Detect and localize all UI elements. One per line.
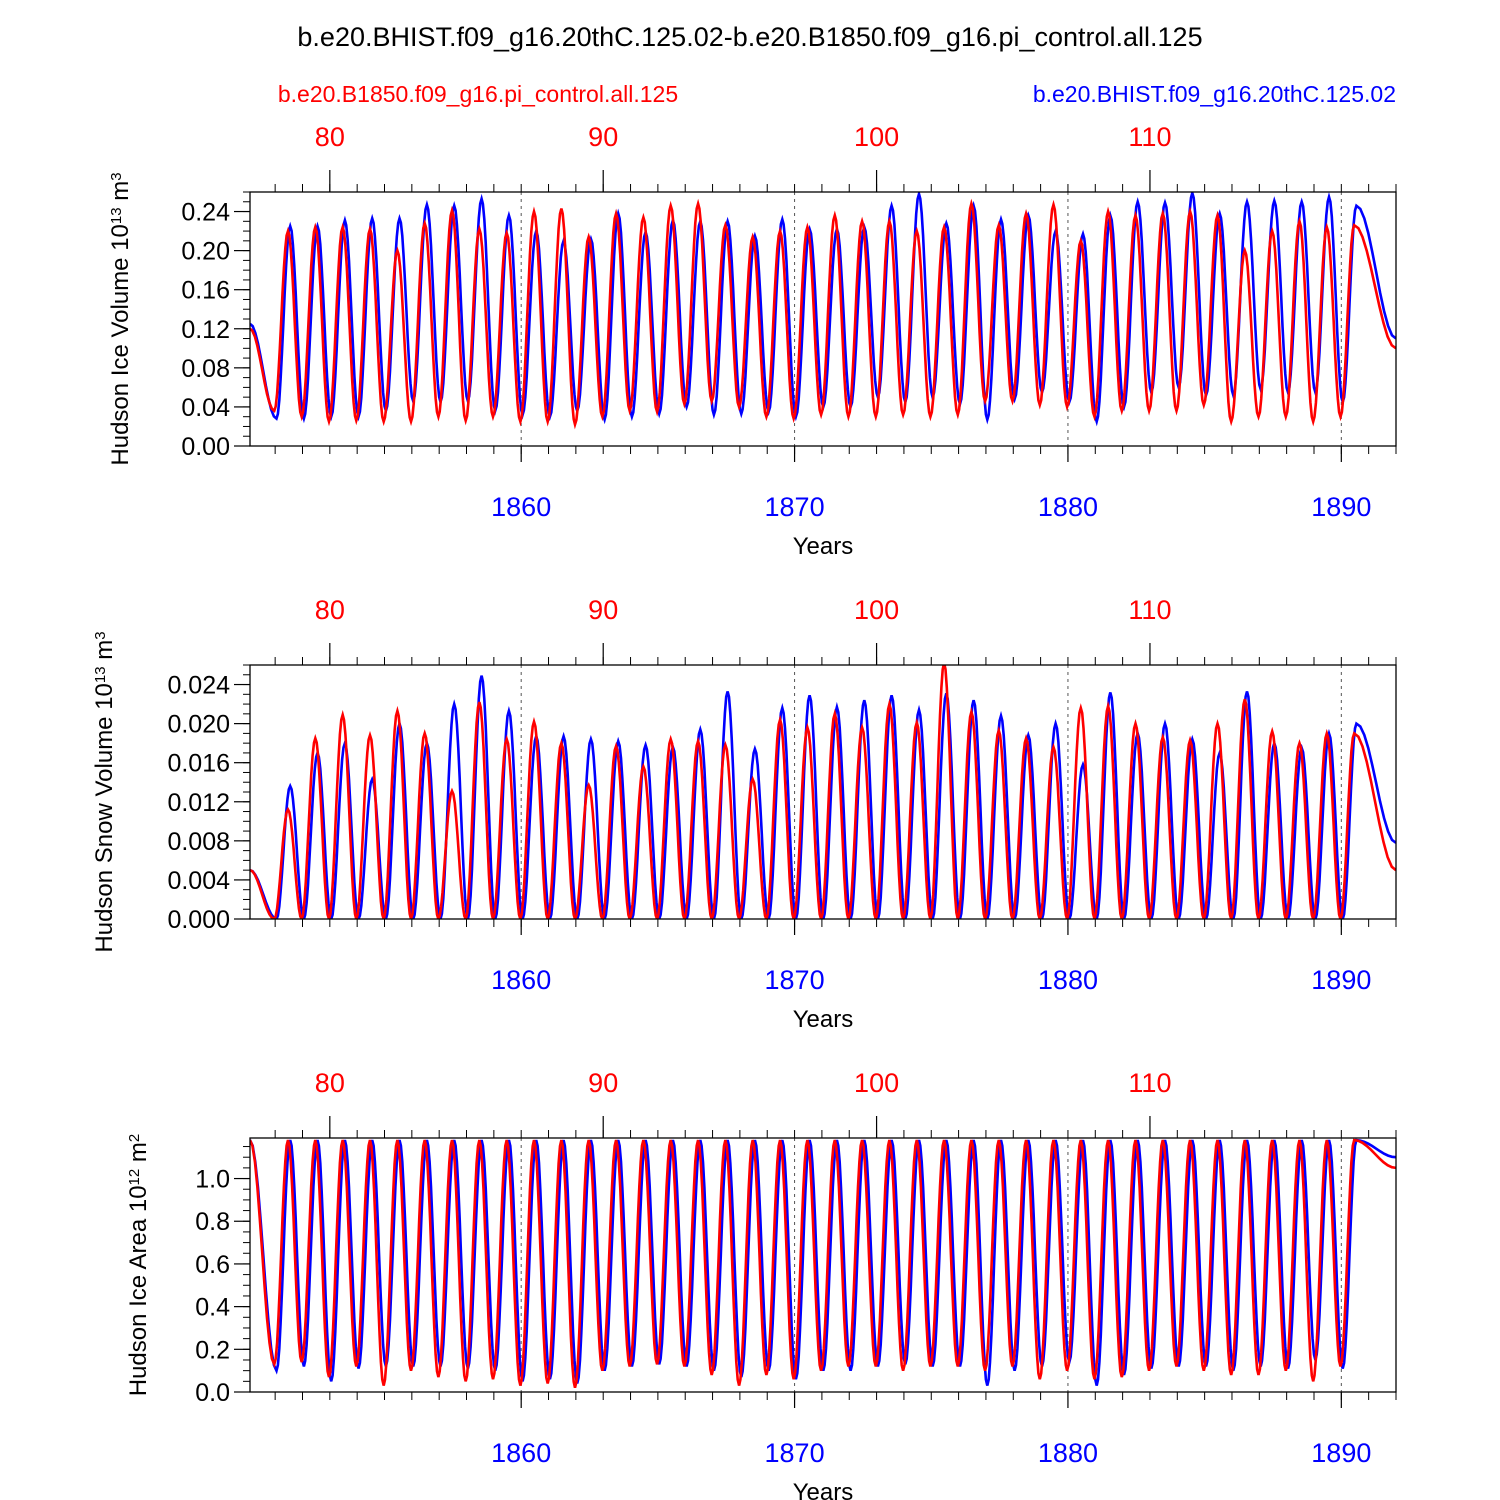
x-year-label: 1880 xyxy=(1038,965,1098,995)
model-year-label: 90 xyxy=(588,1068,618,1098)
x-year-label: 1860 xyxy=(491,965,551,995)
y-axis-title-part: Hudson Ice Area 10 xyxy=(125,1185,152,1396)
model-year-label: 100 xyxy=(854,122,899,152)
x-year-label: 1860 xyxy=(491,1438,551,1468)
y-tick-label: 0.0 xyxy=(195,1379,230,1407)
y-axis-title-part: Hudson Ice Volume 10 xyxy=(107,224,134,466)
panels: 0.00 0.04 0.08 0.12 0.16 0.20 0.24 1860 1870 1880… xyxy=(91,122,1397,1500)
x-year-label: 1890 xyxy=(1311,1438,1371,1468)
model-year-label: 80 xyxy=(315,122,345,152)
x-year-label: 1860 xyxy=(491,492,551,522)
x-year-label: 1890 xyxy=(1311,492,1371,522)
y-axis-title-superscript: 3 xyxy=(92,631,109,639)
figure-title: b.e20.BHIST.f09_g16.20thC.125.02-b.e20.B… xyxy=(297,22,1202,52)
x-year-label: 1870 xyxy=(765,492,825,522)
model-year-label: 80 xyxy=(315,595,345,625)
y-tick-label: 0.24 xyxy=(181,199,230,227)
y-tick-label: 0.08 xyxy=(181,355,230,383)
y-axis-title: Hudson Snow Volume 1013 m3 xyxy=(91,631,118,952)
model-year-label: 110 xyxy=(1128,122,1171,152)
x-axis-title: Years xyxy=(793,1479,854,1500)
panel-3: 0.0 0.2 0.4 0.6 0.8 1.0 1860 1870 1880 1890 80 90 10… xyxy=(125,1068,1397,1500)
y-axis-title-part: Hudson Snow Volume 10 xyxy=(91,683,118,953)
x-year-label: 1890 xyxy=(1311,965,1371,995)
y-axis-title: Hudson Ice Area 1012 m2 xyxy=(125,1134,152,1397)
model-year-label: 110 xyxy=(1128,1068,1171,1098)
x-year-label: 1870 xyxy=(765,965,825,995)
y-tick-label: 0.008 xyxy=(167,828,230,856)
model-year-label: 100 xyxy=(854,595,899,625)
y-tick-label: 0.024 xyxy=(167,672,230,700)
y-tick-label: 1.0 xyxy=(195,1166,230,1194)
y-axis-title-part: m xyxy=(91,640,118,667)
y-tick-label: 0.016 xyxy=(167,750,230,778)
hist-run-label: b.e20.BHIST.f09_g16.20thC.125.02 xyxy=(1033,81,1396,107)
y-tick-label: 0.16 xyxy=(181,277,230,305)
y-tick-label: 0.000 xyxy=(167,906,230,934)
x-year-label: 1870 xyxy=(765,1438,825,1468)
y-tick-label: 0.00 xyxy=(181,433,230,461)
hist-series-line xyxy=(250,1138,1396,1386)
y-axis-title-superscript: 13 xyxy=(92,666,109,683)
model-year-label: 110 xyxy=(1128,595,1171,625)
y-tick-label: 0.20 xyxy=(181,238,230,266)
model-year-label: 90 xyxy=(588,595,618,625)
model-year-label: 90 xyxy=(588,122,618,152)
x-axis-title: Years xyxy=(793,533,854,560)
y-axis-title-superscript: 2 xyxy=(126,1134,143,1142)
y-tick-label: 0.020 xyxy=(167,711,230,739)
control-series-line xyxy=(250,198,1396,430)
y-tick-label: 0.4 xyxy=(195,1294,230,1322)
x-year-label: 1880 xyxy=(1038,1438,1098,1468)
control-series-line xyxy=(250,665,1396,919)
y-tick-label: 0.012 xyxy=(167,789,230,817)
control-run-label: b.e20.B1850.f09_g16.pi_control.all.125 xyxy=(278,81,678,107)
y-axis-title: Hudson Ice Volume 1013 m3 xyxy=(107,172,134,465)
y-axis-title-superscript: 13 xyxy=(108,207,125,224)
y-tick-label: 0.8 xyxy=(195,1208,230,1236)
y-tick-label: 0.2 xyxy=(195,1336,230,1364)
x-axis-title: Years xyxy=(793,1006,854,1033)
model-year-label: 80 xyxy=(315,1068,345,1098)
x-year-label: 1880 xyxy=(1038,492,1098,522)
model-year-label: 100 xyxy=(854,1068,899,1098)
y-tick-label: 0.04 xyxy=(181,394,230,422)
y-axis-title-part: m xyxy=(107,181,134,208)
plot-frame xyxy=(249,1137,1397,1393)
y-tick-label: 0.12 xyxy=(181,316,230,344)
y-axis-title-part: m xyxy=(125,1142,152,1169)
y-tick-label: 0.004 xyxy=(167,867,230,895)
control-series-line xyxy=(250,1138,1396,1388)
panel-1: 0.00 0.04 0.08 0.12 0.16 0.20 0.24 1860 1870 1880… xyxy=(107,122,1397,560)
y-axis-title-superscript: 3 xyxy=(108,172,125,180)
y-tick-label: 0.6 xyxy=(195,1251,230,1279)
y-axis-title-superscript: 12 xyxy=(126,1169,143,1186)
panel-2: 0.000 0.004 0.008 0.012 0.016 0.020 0.024 1860 1… xyxy=(91,595,1397,1033)
